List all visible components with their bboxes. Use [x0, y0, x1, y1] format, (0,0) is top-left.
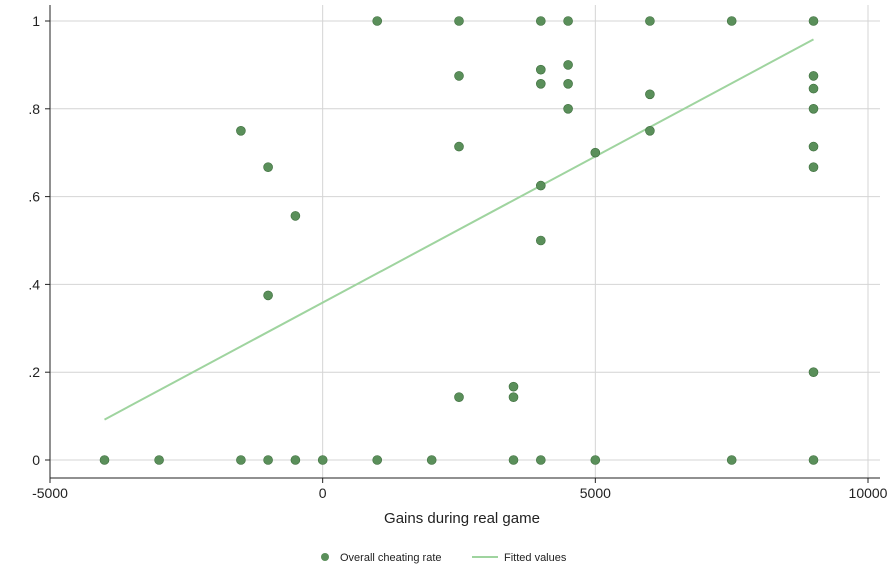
legend-label-fitted-values: Fitted values — [504, 552, 567, 564]
data-point — [372, 16, 383, 26]
data-point — [454, 141, 464, 152]
data-point — [808, 104, 819, 114]
data-point — [590, 147, 601, 158]
data-point — [645, 16, 655, 26]
data-point — [563, 60, 573, 70]
data-point — [808, 162, 819, 172]
data-point — [290, 211, 301, 221]
x-tick-label: 10000 — [849, 485, 888, 501]
legend: Overall cheating rate Fitted values — [321, 552, 567, 564]
data-point — [508, 455, 519, 465]
data-point — [535, 455, 546, 465]
y-tick-label: .6 — [28, 189, 40, 205]
data-point — [808, 71, 819, 81]
data-point — [563, 16, 573, 26]
y-tick-label: .8 — [28, 101, 40, 117]
data-point — [290, 455, 301, 465]
legend-marker-cheating-rate — [321, 553, 329, 561]
data-point — [563, 104, 573, 114]
x-tick-label: -5000 — [32, 485, 68, 501]
data-point — [590, 455, 601, 465]
data-point — [263, 290, 273, 301]
data-point — [99, 455, 110, 465]
data-point — [808, 16, 819, 26]
data-point — [726, 16, 737, 26]
data-point — [535, 235, 546, 246]
data-point — [808, 455, 819, 465]
x-axis-title: Gains during real game — [384, 510, 540, 527]
data-point — [535, 16, 546, 26]
data-point — [535, 79, 546, 89]
data-point — [372, 455, 383, 465]
legend-label-cheating-rate: Overall cheating rate — [340, 552, 442, 564]
x-tick-label: 5000 — [580, 485, 611, 501]
x-tick-label: 0 — [319, 485, 327, 501]
gridlines — [49, 5, 880, 478]
fitted-line-layer — [104, 38, 814, 421]
data-point — [154, 455, 164, 465]
data-point — [535, 180, 546, 191]
data-point — [454, 16, 464, 26]
y-tick-label: .2 — [28, 364, 40, 380]
data-point — [808, 367, 819, 378]
data-point — [508, 392, 519, 403]
y-tick-label: 0 — [32, 452, 40, 468]
fitted-line — [104, 38, 814, 421]
data-point — [508, 381, 519, 392]
data-point — [426, 455, 437, 465]
data-point — [645, 126, 655, 136]
data-point — [263, 455, 273, 465]
data-point — [236, 455, 246, 465]
axes: 0 .2 .4 .6 .8 1 -5000 0 5000 10000 — [28, 5, 888, 501]
data-points — [99, 16, 819, 465]
data-point — [563, 79, 573, 89]
data-point — [317, 455, 328, 465]
data-point — [726, 455, 737, 465]
data-point — [645, 89, 655, 100]
data-point — [263, 162, 273, 172]
y-tick-label: .4 — [28, 276, 40, 292]
y-tick-label: 1 — [32, 13, 40, 29]
data-point — [454, 392, 464, 403]
data-point — [808, 83, 819, 94]
data-point — [236, 126, 246, 136]
data-point — [454, 71, 464, 81]
data-point — [808, 141, 819, 152]
data-point — [535, 64, 546, 75]
